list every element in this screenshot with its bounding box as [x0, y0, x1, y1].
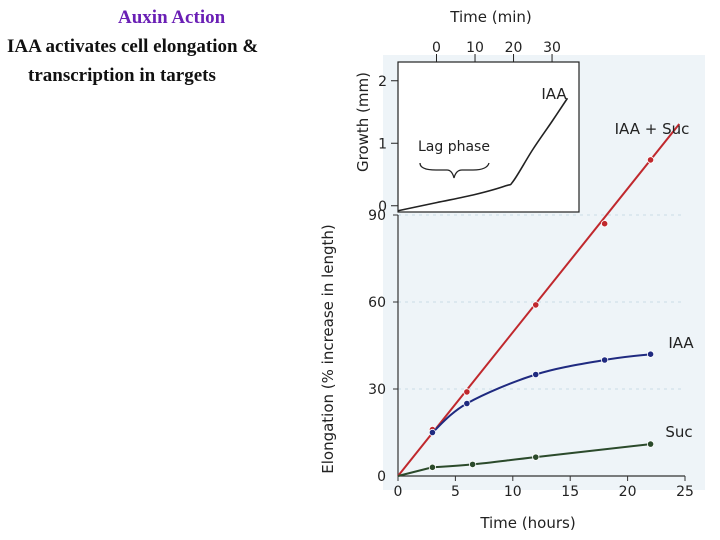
- inset-x-axis-title: Time (min): [449, 8, 531, 26]
- inset-iaa-label: IAA: [541, 85, 567, 103]
- data-point: [532, 301, 540, 309]
- legend-iaa-suc-label: IAA + Suc: [615, 120, 690, 138]
- slide-subtitle-line2: transcription in targets: [28, 65, 216, 86]
- data-point: [428, 463, 437, 471]
- legend-iaa-label: IAA: [668, 334, 694, 352]
- main-x-tick-label: 0: [394, 484, 403, 500]
- main-y-tick-label: 30: [368, 382, 386, 398]
- series-line: [397, 443, 651, 477]
- main-tick-labels: 0 5 10 15 20 25 0 30 60 90: [368, 208, 694, 500]
- main-y-tick-label: 0: [377, 469, 386, 485]
- inset-y-tick-label: 2: [378, 74, 387, 90]
- inset-ticks: [391, 54, 553, 207]
- series-suc: [397, 440, 655, 477]
- slide-subtitle-line1: IAA activates cell elongation &: [7, 36, 259, 57]
- inset-tick-labels: 0 10 20 30 0 1 2: [378, 40, 561, 215]
- inset-series-line: [397, 97, 569, 212]
- inset-x-tick-label: 30: [543, 40, 561, 56]
- main-x-tick-label: 10: [504, 484, 522, 500]
- main-x-axis-title: Time (hours): [479, 514, 575, 532]
- main-x-tick-label: 15: [561, 484, 579, 500]
- series-iaa-suc: [397, 123, 681, 477]
- main-x-tick-label: 5: [451, 484, 460, 500]
- inset-frame: [397, 61, 580, 213]
- series-iaa: [428, 350, 655, 437]
- main-series: [397, 123, 681, 477]
- lag-phase-annotation: Lag phase: [418, 139, 490, 155]
- data-point: [646, 350, 655, 358]
- main-x-tick-label: 25: [676, 484, 694, 500]
- inset-x-tick-label: 10: [466, 40, 484, 56]
- data-point: [601, 220, 609, 228]
- data-point: [646, 440, 655, 448]
- inset-y-tick-label: 1: [378, 136, 387, 152]
- main-axes: [393, 214, 686, 481]
- inset-x-tick-label: 0: [432, 40, 441, 56]
- legend-suc-label: Suc: [665, 423, 692, 441]
- inset-series: [397, 97, 569, 212]
- inset-y-axis-title: Growth (mm): [354, 72, 372, 172]
- inset-x-tick-label: 20: [505, 40, 523, 56]
- series-line: [397, 123, 681, 477]
- main-grid: [398, 214, 685, 390]
- lag-phase-brace: [419, 162, 490, 179]
- data-point: [463, 388, 471, 396]
- slide-title: Auxin Action: [118, 7, 226, 28]
- inset-y-tick-label: 0: [378, 199, 387, 215]
- data-point: [469, 460, 477, 468]
- data-point: [646, 156, 655, 164]
- main-y-tick-label: 90: [368, 208, 386, 224]
- data-point: [532, 453, 540, 461]
- data-point: [428, 428, 437, 437]
- main-y-tick-label: 60: [368, 295, 386, 311]
- data-point: [601, 356, 609, 364]
- data-point: [532, 370, 540, 379]
- main-x-tick-label: 20: [619, 484, 637, 500]
- data-point: [463, 399, 471, 408]
- main-y-axis-title: Elongation (% increase in length): [319, 224, 337, 474]
